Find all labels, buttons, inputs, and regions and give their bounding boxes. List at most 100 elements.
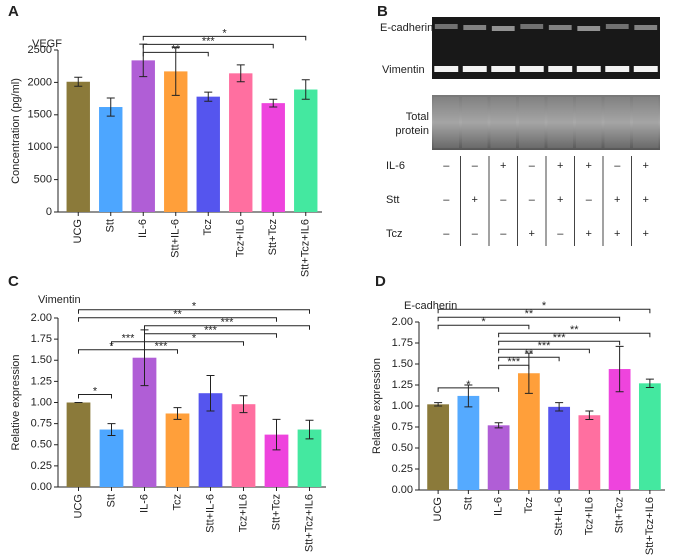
y-tick-label: 1.00 xyxy=(392,400,413,412)
error-bar xyxy=(204,91,213,102)
lane xyxy=(461,97,488,148)
significance-label: * xyxy=(192,333,197,345)
loading-label: Total xyxy=(406,111,429,123)
y-axis-label: Relative expression xyxy=(10,355,22,451)
panel-label: B xyxy=(377,3,388,20)
bar xyxy=(229,73,253,212)
bar xyxy=(548,406,571,490)
x-tick-label: Stt+IL-6 xyxy=(553,497,565,536)
blot-band xyxy=(605,66,630,72)
significance-bracket xyxy=(78,394,112,399)
bar xyxy=(196,96,220,212)
blot-band xyxy=(491,26,515,31)
error-bar xyxy=(434,402,443,407)
x-tick-label: Tcz xyxy=(523,497,535,514)
significance-label: *** xyxy=(202,35,216,47)
treatment-mark: + xyxy=(643,160,649,172)
treatment-mark: – xyxy=(529,194,536,206)
x-tick-label: Stt+Tcz+IL6 xyxy=(300,219,312,277)
bar xyxy=(132,357,157,487)
treatment-mark: + xyxy=(529,228,535,240)
row-label: Tcz xyxy=(386,228,403,240)
bar xyxy=(66,402,91,487)
significance-label: ** xyxy=(173,309,182,321)
treatment-mark: + xyxy=(586,228,592,240)
y-tick-label: 1.75 xyxy=(392,337,413,349)
bar xyxy=(165,413,190,487)
significance-label: ** xyxy=(525,348,534,360)
bar xyxy=(198,393,223,487)
blot-band xyxy=(491,66,516,72)
y-tick-label: 1.25 xyxy=(31,375,52,387)
treatment-mark: + xyxy=(614,194,620,206)
treatment-mark: – xyxy=(472,228,479,240)
significance-bracket xyxy=(498,348,590,354)
treatment-mark: + xyxy=(557,160,563,172)
significance-bracket xyxy=(78,317,277,322)
significance-label: *** xyxy=(553,332,567,344)
error-bar xyxy=(272,418,281,451)
significance-bracket xyxy=(142,43,274,49)
x-tick-label: UCG xyxy=(432,497,444,521)
error-bar xyxy=(494,422,503,429)
y-tick-label: 2500 xyxy=(28,44,52,56)
error-bar xyxy=(305,419,314,440)
treatment-mark: + xyxy=(472,194,478,206)
bar xyxy=(427,404,450,490)
y-tick-label: 0.75 xyxy=(392,421,413,433)
y-tick-label: 0.25 xyxy=(31,460,52,472)
treatment-mark: – xyxy=(443,194,450,206)
x-tick-label: Stt+IL-6 xyxy=(204,494,216,533)
blot-band xyxy=(633,66,658,72)
bar xyxy=(457,395,480,490)
treatment-mark: – xyxy=(443,228,450,240)
y-tick-label: 2.00 xyxy=(392,316,413,328)
significance-label: ** xyxy=(171,43,180,55)
y-axis-label: Concentration (pg/ml) xyxy=(10,78,22,184)
panel-label: A xyxy=(8,3,19,20)
treatment-mark: + xyxy=(557,194,563,206)
bar xyxy=(608,369,631,490)
treatment-mark: – xyxy=(500,228,507,240)
lane xyxy=(575,97,602,148)
significance-label: *** xyxy=(122,333,136,345)
error-bar xyxy=(555,402,564,412)
bar xyxy=(231,404,256,487)
error-bar xyxy=(171,46,180,96)
bar xyxy=(99,107,123,212)
x-tick-label: Tcz+IL6 xyxy=(583,497,595,535)
x-tick-label: Tcz+IL6 xyxy=(235,219,247,257)
y-tick-label: 0.50 xyxy=(392,442,413,454)
y-tick-label: 1.50 xyxy=(31,354,52,366)
treatment-mark: – xyxy=(472,160,479,172)
blot-band xyxy=(634,25,658,30)
blot-band xyxy=(605,24,629,29)
bar xyxy=(66,81,90,212)
panel-label: D xyxy=(375,273,386,290)
error-bar xyxy=(236,64,245,83)
y-axis-label: Relative expression xyxy=(371,358,383,454)
chart-title: E-cadherin xyxy=(404,300,457,312)
y-tick-label: 1.50 xyxy=(392,358,413,370)
blot-band xyxy=(520,24,544,29)
treatment-mark: – xyxy=(586,194,593,206)
x-tick-label: Stt xyxy=(105,219,117,232)
x-tick-label: Tcz xyxy=(202,219,214,236)
lane xyxy=(518,97,545,148)
y-tick-label: 500 xyxy=(34,174,52,186)
error-bar xyxy=(140,329,149,387)
significance-bracket xyxy=(437,316,621,322)
lane xyxy=(604,97,631,148)
chart-title: VEGF xyxy=(32,38,62,50)
significance-bracket xyxy=(144,333,277,338)
treatment-mark: + xyxy=(643,228,649,240)
significance-label: * xyxy=(109,341,114,353)
significance-label: *** xyxy=(507,356,521,368)
significance-label: *** xyxy=(155,341,169,353)
bar xyxy=(131,60,155,213)
error-bar xyxy=(74,76,83,87)
significance-label: * xyxy=(222,27,227,39)
x-tick-label: IL-6 xyxy=(138,494,150,513)
treatment-mark: + xyxy=(614,228,620,240)
blot-band xyxy=(462,66,487,72)
